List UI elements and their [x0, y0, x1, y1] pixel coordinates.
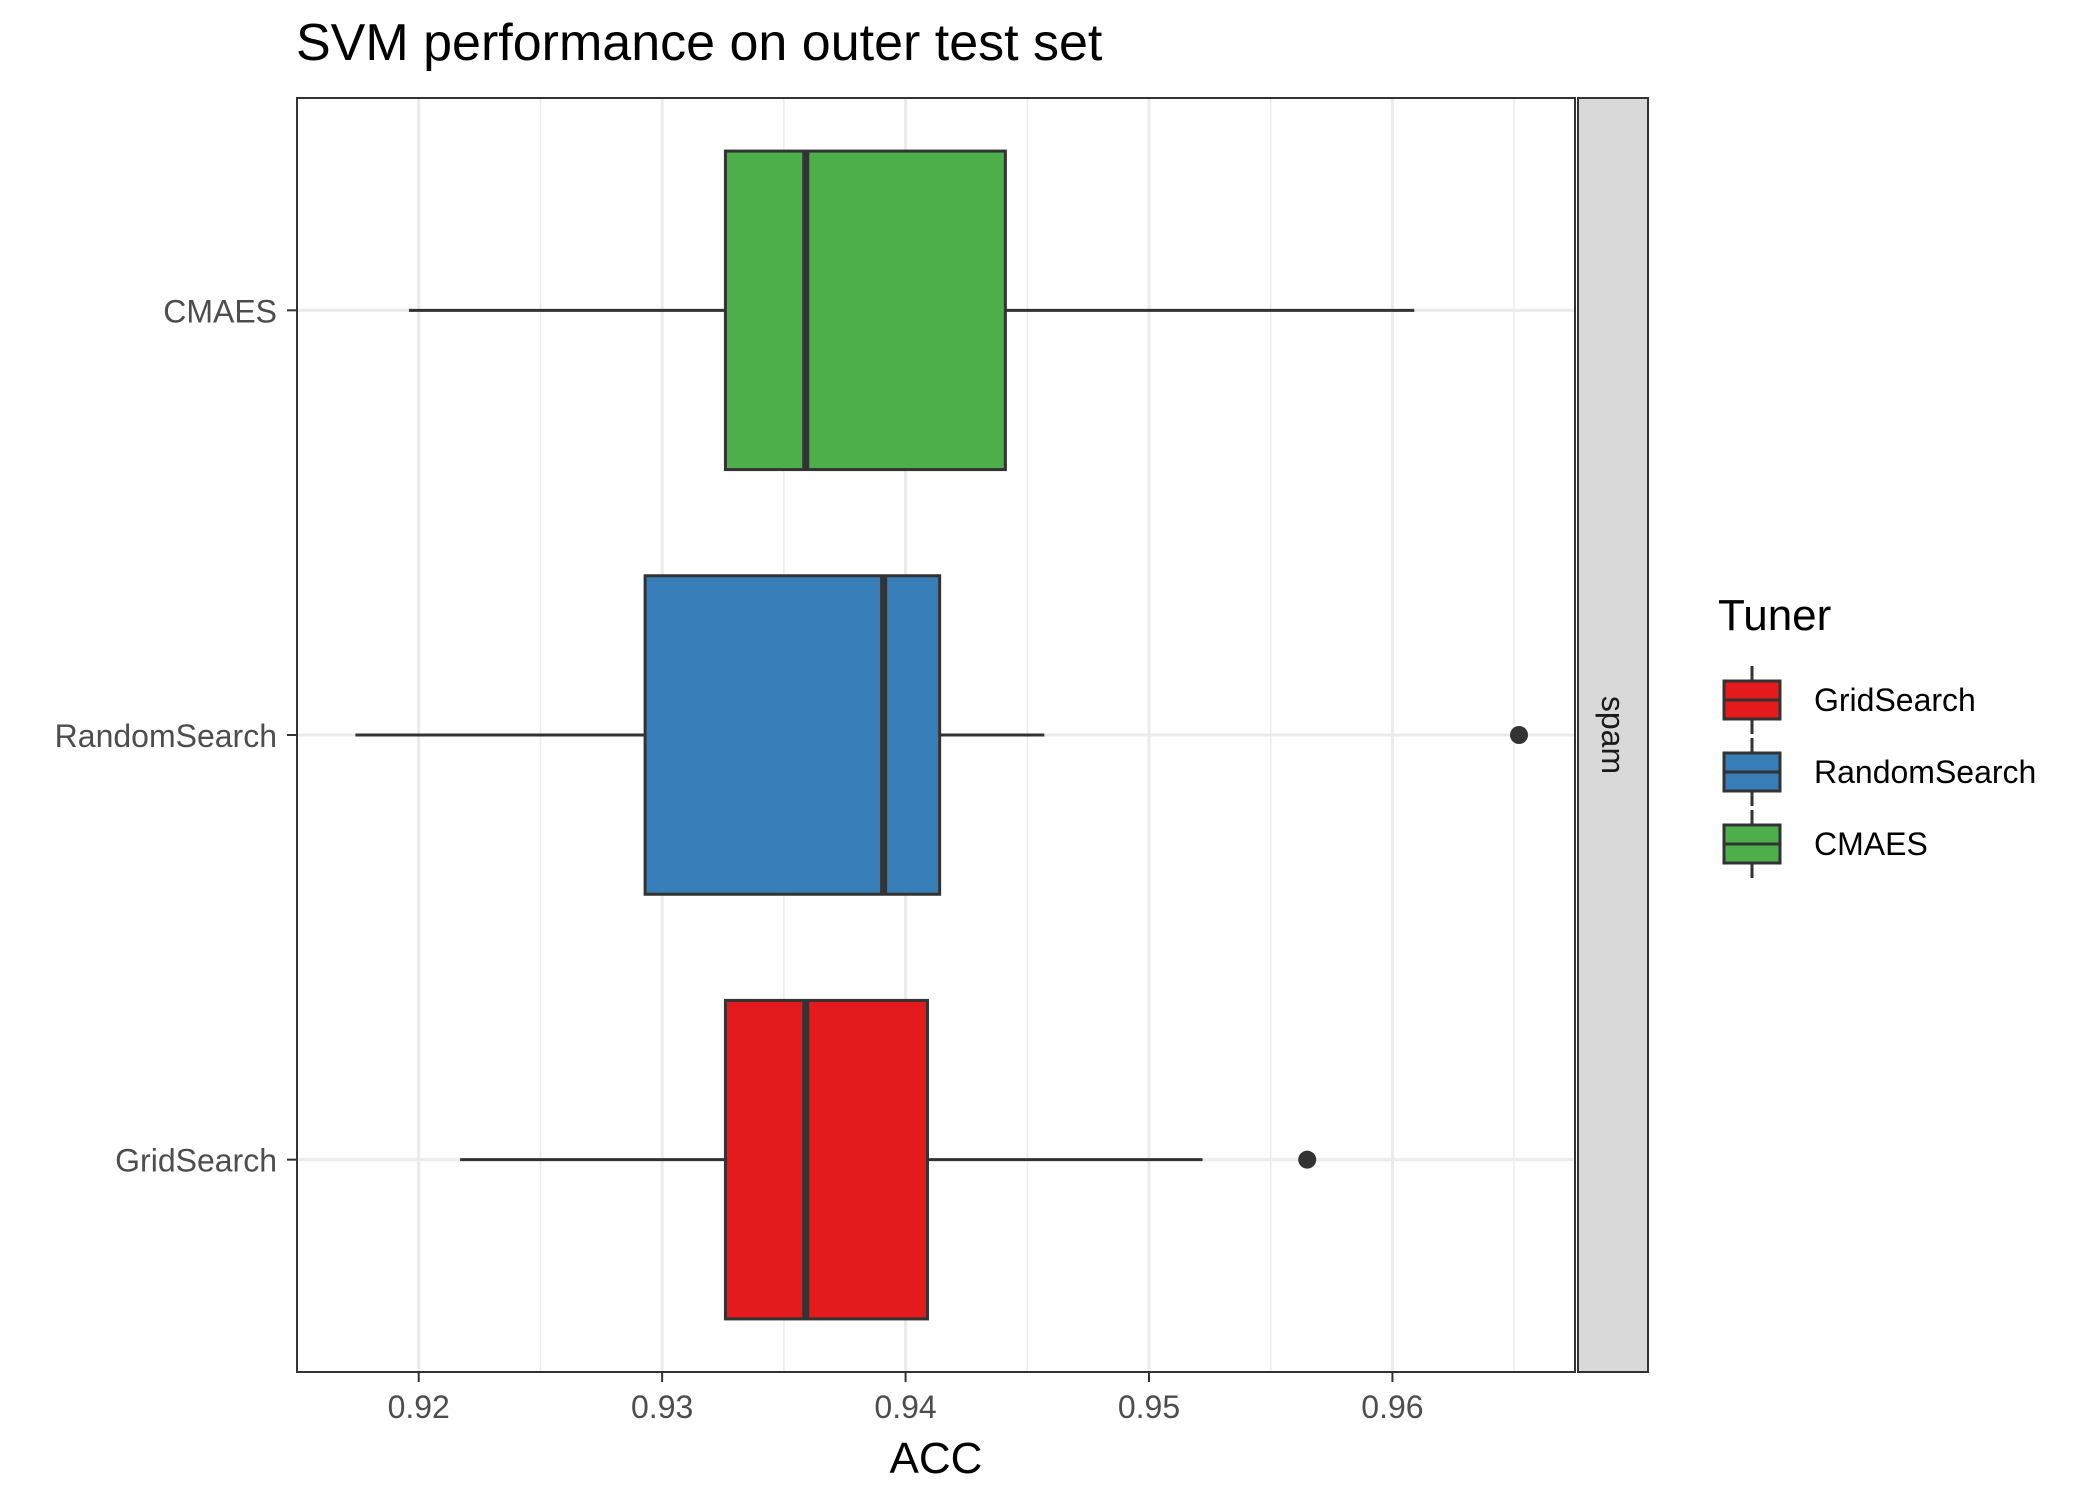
box [643, 574, 942, 896]
facet-strip [1577, 97, 1649, 1373]
y-tick-label: RandomSearch [55, 718, 277, 754]
legend-label: CMAES [1814, 826, 1928, 862]
y-axis: CMAES RandomSearch GridSearch [55, 293, 297, 1179]
boxplots [355, 149, 1529, 1321]
legend-label: RandomSearch [1814, 754, 2036, 790]
boxplot-cmaes [408, 149, 1415, 472]
x-axis-label: ACC [890, 1434, 983, 1483]
x-tick-label: 0.93 [631, 1389, 693, 1425]
boxplot-gridsearch [460, 998, 1317, 1321]
outlier-point [1510, 726, 1529, 744]
legend-item-gridsearch: GridSearch [1722, 666, 1976, 734]
legend: Tuner GridSearch RandomSearch CMAES [1718, 591, 2036, 878]
box [723, 149, 1007, 472]
legend-item-randomsearch: RandomSearch [1722, 738, 2036, 806]
legend-label: GridSearch [1814, 682, 1976, 718]
x-tick-label: 0.96 [1361, 1389, 1423, 1425]
chart-title: SVM performance on outer test set [296, 14, 1103, 72]
legend-item-cmaes: CMAES [1722, 810, 1928, 878]
x-tick-label: 0.95 [1118, 1389, 1180, 1425]
y-tick-label: CMAES [163, 293, 277, 329]
legend-title: Tuner [1718, 591, 1831, 640]
x-axis: 0.92 0.93 0.94 0.95 0.96 [388, 1372, 1424, 1425]
facet-strip-label: spam [1595, 696, 1631, 774]
x-tick-label: 0.94 [874, 1389, 936, 1425]
boxplot-randomsearch [355, 574, 1529, 896]
outlier-point [1298, 1150, 1317, 1169]
box [723, 998, 929, 1321]
x-tick-label: 0.92 [388, 1389, 450, 1425]
y-tick-label: GridSearch [115, 1143, 277, 1179]
